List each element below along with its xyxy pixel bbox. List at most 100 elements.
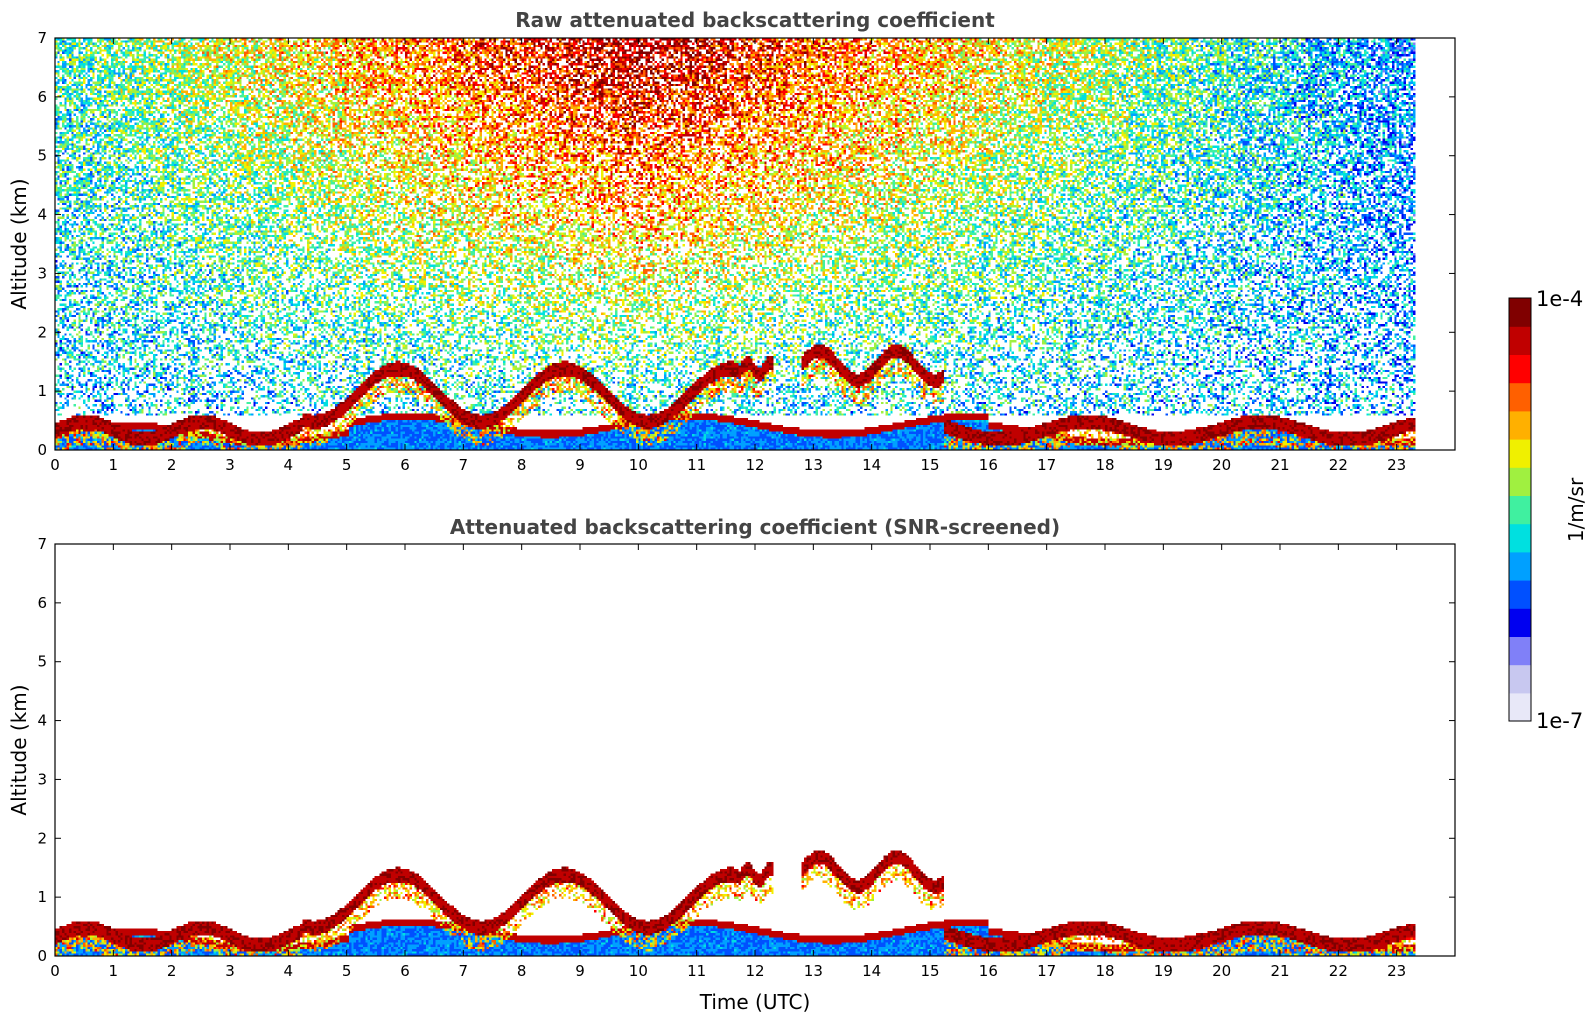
heatmap-image [55, 38, 1455, 450]
x-tick-label: 11 [687, 962, 706, 980]
x-tick-label: 12 [745, 962, 764, 980]
y-tick-label: 2 [37, 829, 47, 847]
bottom-panel-x-ticks: 0 1 2 3 4 5 6 7 8 9 10 11 12 13 14 15 16 17 18 19 20 21 22 23 [50, 544, 1406, 980]
colorbar-segment [1509, 410, 1531, 440]
y-tick-label: 5 [37, 653, 47, 671]
x-tick-label: 1 [109, 962, 119, 980]
x-tick-label: 19 [1154, 456, 1173, 474]
colorbar-gradient [1509, 298, 1531, 722]
bottom-panel-title: Attenuated backscattering coefficient (S… [450, 515, 1060, 539]
y-tick-label: 1 [37, 888, 47, 906]
colorbar-max-label: 1e-4 [1536, 287, 1583, 311]
y-tick-label: 0 [37, 947, 47, 965]
colorbar-min-label: 1e-7 [1536, 709, 1583, 733]
colorbar-segment [1509, 664, 1531, 694]
x-tick-label: 21 [1270, 962, 1289, 980]
bottom-panel-y-axis-label: Altitude (km) [7, 684, 31, 815]
colorbar-segment [1509, 692, 1531, 722]
x-tick-label: 15 [920, 456, 939, 474]
top-panel-y-axis-label: Altitude (km) [7, 178, 31, 309]
y-tick-label: 3 [37, 770, 47, 788]
x-tick-label: 13 [804, 962, 823, 980]
colorbar-frame [1508, 297, 1532, 722]
colorbar-units-label: 1/m/sr [1564, 477, 1588, 542]
top-panel: Raw attenuated backscattering coefficien… [7, 8, 1456, 474]
top-panel-title: Raw attenuated backscattering coefficien… [515, 8, 995, 32]
bottom-panel-heatmap [55, 544, 1455, 956]
colorbar-segment [1509, 495, 1531, 525]
colorbar: 1e-4 1e-7 1/m/sr [1508, 287, 1588, 733]
x-tick-label: 19 [1154, 962, 1173, 980]
y-tick-label: 6 [37, 594, 47, 612]
x-tick-label: 4 [284, 456, 294, 474]
x-tick-label: 15 [920, 962, 939, 980]
x-tick-label: 20 [1212, 962, 1231, 980]
x-tick-label: 23 [1387, 456, 1406, 474]
colorbar-segment [1509, 580, 1531, 609]
colorbar-segment [1509, 439, 1531, 468]
top-panel-y-ticks: 0 1 2 3 4 5 6 7 [37, 29, 1455, 459]
x-tick-label: 11 [687, 456, 706, 474]
x-tick-label: 8 [517, 962, 527, 980]
x-tick-label: 3 [225, 962, 235, 980]
heatmap-image [55, 544, 1455, 956]
x-tick-label: 17 [1037, 456, 1056, 474]
x-tick-label: 5 [342, 456, 352, 474]
x-tick-label: 6 [400, 962, 410, 980]
colorbar-segment [1509, 636, 1531, 666]
x-tick-label: 3 [225, 456, 235, 474]
x-tick-label: 9 [575, 456, 585, 474]
x-axis-label: Time (UTC) [699, 990, 811, 1014]
x-tick-label: 16 [979, 962, 998, 980]
x-tick-label: 2 [167, 962, 177, 980]
x-tick-label: 9 [575, 962, 585, 980]
x-tick-label: 18 [1095, 456, 1114, 474]
colorbar-segment [1509, 354, 1531, 384]
x-tick-label: 7 [459, 962, 469, 980]
colorbar-segment [1509, 523, 1531, 553]
x-tick-label: 2 [167, 456, 177, 474]
y-tick-label: 3 [37, 264, 47, 282]
x-tick-label: 6 [400, 456, 410, 474]
colorbar-segment [1509, 382, 1531, 412]
y-tick-label: 6 [37, 88, 47, 106]
x-tick-label: 21 [1270, 456, 1289, 474]
x-tick-label: 0 [50, 456, 60, 474]
bottom-panel-y-ticks: 0 1 2 3 4 5 6 7 [37, 535, 1455, 965]
colorbar-segment [1509, 326, 1531, 355]
x-tick-label: 13 [804, 456, 823, 474]
x-tick-label: 23 [1387, 962, 1406, 980]
y-tick-label: 4 [37, 206, 47, 224]
x-tick-label: 4 [284, 962, 294, 980]
y-tick-label: 7 [37, 535, 47, 553]
x-tick-label: 0 [50, 962, 60, 980]
y-tick-label: 0 [37, 441, 47, 459]
y-tick-label: 4 [37, 712, 47, 730]
x-tick-label: 10 [629, 456, 648, 474]
x-tick-label: 12 [745, 456, 764, 474]
y-tick-label: 5 [37, 147, 47, 165]
x-tick-label: 22 [1329, 456, 1348, 474]
x-tick-label: 8 [517, 456, 527, 474]
x-tick-label: 14 [862, 962, 881, 980]
y-tick-label: 1 [37, 382, 47, 400]
colorbar-segment [1509, 467, 1531, 496]
top-panel-x-ticks: 0 1 2 3 4 5 6 7 8 9 10 11 12 13 14 15 16 17 18 19 20 21 22 23 [50, 38, 1406, 474]
colorbar-segment [1509, 551, 1531, 581]
x-tick-label: 14 [862, 456, 881, 474]
bottom-panel: Attenuated backscattering coefficient (S… [7, 515, 1456, 1014]
top-panel-heatmap [55, 38, 1455, 450]
x-tick-label: 16 [979, 456, 998, 474]
x-tick-label: 22 [1329, 962, 1348, 980]
y-tick-label: 2 [37, 323, 47, 341]
x-tick-label: 10 [629, 962, 648, 980]
x-tick-label: 20 [1212, 456, 1231, 474]
x-tick-label: 18 [1095, 962, 1114, 980]
x-tick-label: 7 [459, 456, 469, 474]
x-tick-label: 17 [1037, 962, 1056, 980]
x-tick-label: 5 [342, 962, 352, 980]
colorbar-segment [1509, 608, 1531, 637]
y-tick-label: 7 [37, 29, 47, 47]
colorbar-segment [1509, 298, 1531, 327]
